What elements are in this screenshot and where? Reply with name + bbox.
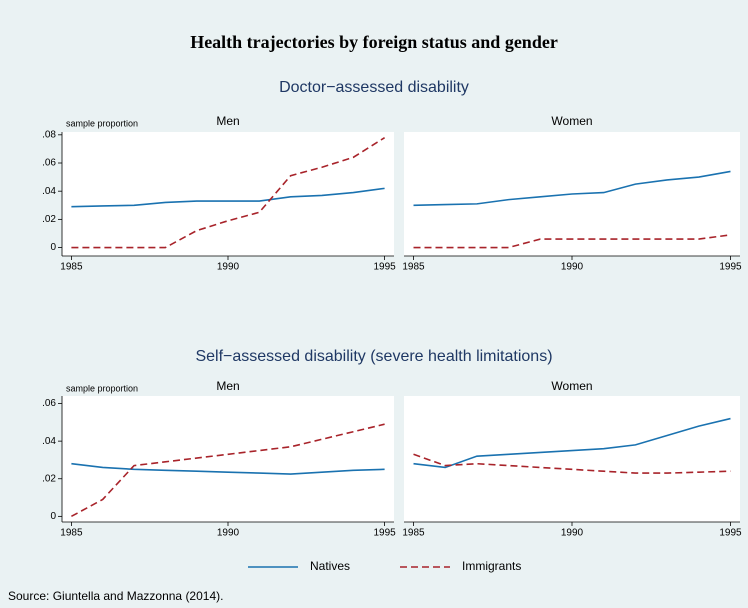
plot-area (62, 396, 394, 522)
section-title: Self−assessed disability (severe health … (195, 348, 552, 365)
y-tick-label: .06 (42, 398, 56, 409)
series-line (413, 234, 731, 249)
x-tick-label: 1985 (60, 528, 83, 539)
x-tick-label: 1995 (719, 262, 742, 273)
x-tick-label: 1990 (561, 262, 584, 273)
x-tick-label: 1985 (402, 262, 425, 273)
panel-title: Women (551, 379, 592, 393)
panel-title: Men (216, 379, 239, 393)
series-line (413, 417, 731, 469)
series-line (71, 187, 385, 208)
y-tick-label: .06 (42, 158, 56, 169)
y-tick-label: .02 (42, 214, 56, 225)
y-tick-label: .04 (42, 186, 56, 197)
panel-title: Women (551, 114, 592, 128)
x-tick-label: 1990 (561, 528, 584, 539)
x-tick-label: 1990 (217, 262, 240, 273)
y-axis-label: sample proportion (66, 383, 138, 393)
series-line (71, 136, 386, 249)
x-tick-label: 1995 (373, 528, 396, 539)
x-tick-label: 1990 (217, 528, 240, 539)
x-tick-label: 1985 (60, 262, 83, 273)
section-title: Doctor−assessed disability (279, 79, 469, 96)
legend-label: Immigrants (462, 559, 521, 573)
series-line (413, 453, 731, 474)
source-note: Source: Giuntella and Mazzonna (2014). (8, 589, 223, 603)
series-line (413, 170, 731, 207)
y-tick-label: .02 (42, 473, 56, 484)
y-tick-label: .04 (42, 436, 56, 447)
y-axis-label: sample proportion (66, 118, 138, 128)
figure-title: Health trajectories by foreign status an… (190, 32, 558, 52)
x-tick-label: 1985 (402, 528, 425, 539)
y-tick-label: 0 (50, 242, 56, 253)
x-tick-label: 1995 (719, 528, 742, 539)
x-tick-label: 1995 (373, 262, 396, 273)
panel-title: Men (216, 114, 239, 128)
series-line (71, 462, 385, 475)
plot-area (404, 396, 740, 522)
series-line (71, 423, 385, 518)
y-tick-label: .08 (42, 129, 56, 140)
legend-label: Natives (310, 559, 350, 573)
y-tick-label: 0 (50, 511, 56, 522)
